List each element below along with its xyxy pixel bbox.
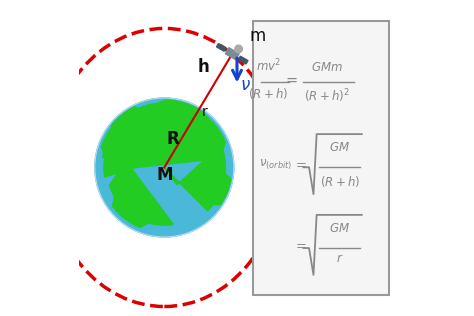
Text: $(R+h)$: $(R+h)$ bbox=[248, 86, 289, 101]
Text: m: m bbox=[250, 27, 266, 45]
Polygon shape bbox=[217, 44, 226, 51]
Polygon shape bbox=[225, 48, 239, 60]
Text: $=$: $=$ bbox=[293, 157, 307, 170]
Text: $GM$: $GM$ bbox=[329, 222, 350, 235]
Text: $(R+h)$: $(R+h)$ bbox=[319, 174, 360, 189]
Text: r: r bbox=[201, 105, 207, 119]
Text: $r$: $r$ bbox=[336, 252, 344, 265]
Text: $\nu$: $\nu$ bbox=[239, 76, 250, 94]
Polygon shape bbox=[238, 56, 248, 64]
Polygon shape bbox=[164, 145, 231, 211]
Text: $=$: $=$ bbox=[293, 238, 307, 251]
Text: $mv^2$: $mv^2$ bbox=[256, 58, 281, 74]
Text: R: R bbox=[166, 130, 179, 148]
Polygon shape bbox=[109, 161, 173, 227]
Text: $GMm$: $GMm$ bbox=[311, 61, 343, 74]
Text: $GM$: $GM$ bbox=[329, 142, 350, 155]
Text: M: M bbox=[156, 166, 173, 184]
Circle shape bbox=[95, 98, 234, 237]
Text: $(R+h)^2$: $(R+h)^2$ bbox=[304, 87, 350, 105]
Circle shape bbox=[95, 98, 234, 237]
Text: $\nu_{(orbit)}$: $\nu_{(orbit)}$ bbox=[259, 158, 292, 173]
Polygon shape bbox=[101, 100, 226, 177]
Polygon shape bbox=[102, 106, 158, 158]
FancyBboxPatch shape bbox=[253, 21, 389, 295]
Text: $=$: $=$ bbox=[283, 72, 299, 87]
Circle shape bbox=[235, 45, 242, 53]
Text: h: h bbox=[197, 58, 209, 76]
